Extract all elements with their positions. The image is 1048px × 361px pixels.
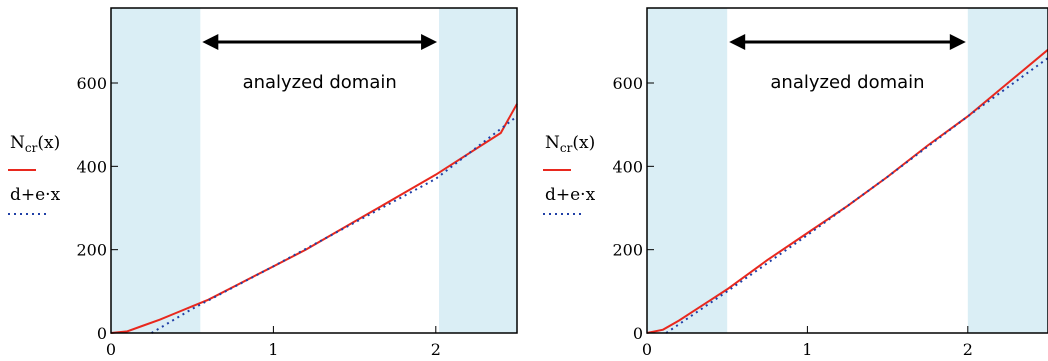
shaded-region-2 — [439, 8, 517, 333]
annotation-analyzed-domain: analyzed domain — [243, 72, 397, 93]
domain-arrow-right-head — [949, 34, 966, 50]
y-tick-label: 0 — [633, 324, 643, 343]
shaded-region-1 — [111, 8, 201, 333]
chart-panel-2: 0 200 400 600 0 1 2 analyzed domain Ncr(x) d+e·x — [543, 7, 1048, 359]
annotation-analyzed-domain: analyzed domain — [770, 72, 924, 93]
x-tick-label: 0 — [106, 340, 116, 359]
plot-frame — [110, 7, 518, 334]
y-tick-label: 600 — [612, 74, 643, 93]
chart-panel-1: 0 200 400 600 0 1 2 analyzed domain Ncr(x) d+e·x — [8, 7, 518, 359]
series-linear-fit-line — [665, 57, 1048, 334]
legend-ncr-label: Ncr(x) — [545, 133, 595, 155]
shaded-region-1 — [647, 8, 728, 333]
x-tick-label: 2 — [431, 340, 441, 359]
x-tick-label: 2 — [963, 340, 973, 359]
y-tick-label: 0 — [97, 324, 107, 343]
domain-arrow-left-head — [202, 34, 219, 50]
legend-linear-label: d+e·x — [10, 185, 61, 205]
y-tick-label: 400 — [76, 157, 107, 176]
legend-linear-label: d+e·x — [545, 185, 596, 205]
x-tick-label: 0 — [642, 340, 652, 359]
y-tick-label: 200 — [612, 241, 643, 260]
domain-arrow-right-head — [421, 34, 438, 50]
y-tick-label: 400 — [612, 157, 643, 176]
series-ncr-line — [646, 48, 1048, 334]
shaded-region-2 — [967, 8, 1048, 333]
y-tick-label: 600 — [76, 74, 107, 93]
x-tick-label: 1 — [802, 340, 812, 359]
x-tick-label: 1 — [268, 340, 278, 359]
legend-ncr-label: Ncr(x) — [10, 133, 60, 155]
plot-frame — [646, 7, 1048, 334]
y-tick-label: 200 — [76, 241, 107, 260]
domain-arrow-left-head — [729, 34, 746, 50]
